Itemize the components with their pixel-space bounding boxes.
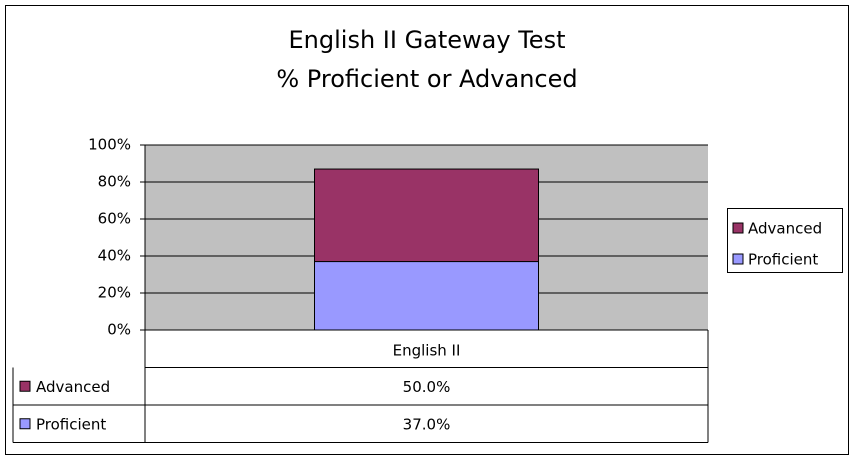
chart-title: English II Gateway Test (289, 26, 566, 54)
table-legend-key (19, 418, 31, 430)
y-tick-label: 60% (98, 210, 131, 228)
legend-box (727, 208, 843, 273)
table-row-label: Proficient (36, 415, 106, 433)
x-tick-label: English II (393, 341, 461, 359)
table-legend-key (19, 380, 31, 392)
bar-segment (314, 168, 539, 263)
legend-label: Advanced (748, 220, 822, 238)
table-value: 37.0% (403, 415, 451, 433)
y-tick-label: 40% (98, 247, 131, 265)
legend-key (732, 253, 744, 265)
legend-label: Proficient (748, 251, 818, 269)
y-tick-label: 0% (107, 321, 131, 339)
y-tick-label: 80% (98, 173, 131, 191)
y-tick-label: 100% (88, 136, 131, 154)
legend-key (732, 222, 744, 234)
table-row-label: Advanced (36, 378, 110, 396)
bar-segment (314, 261, 539, 331)
chart-subtitle: % Proficient or Advanced (276, 65, 577, 93)
y-tick-label: 20% (98, 284, 131, 302)
table-value: 50.0% (403, 378, 451, 396)
